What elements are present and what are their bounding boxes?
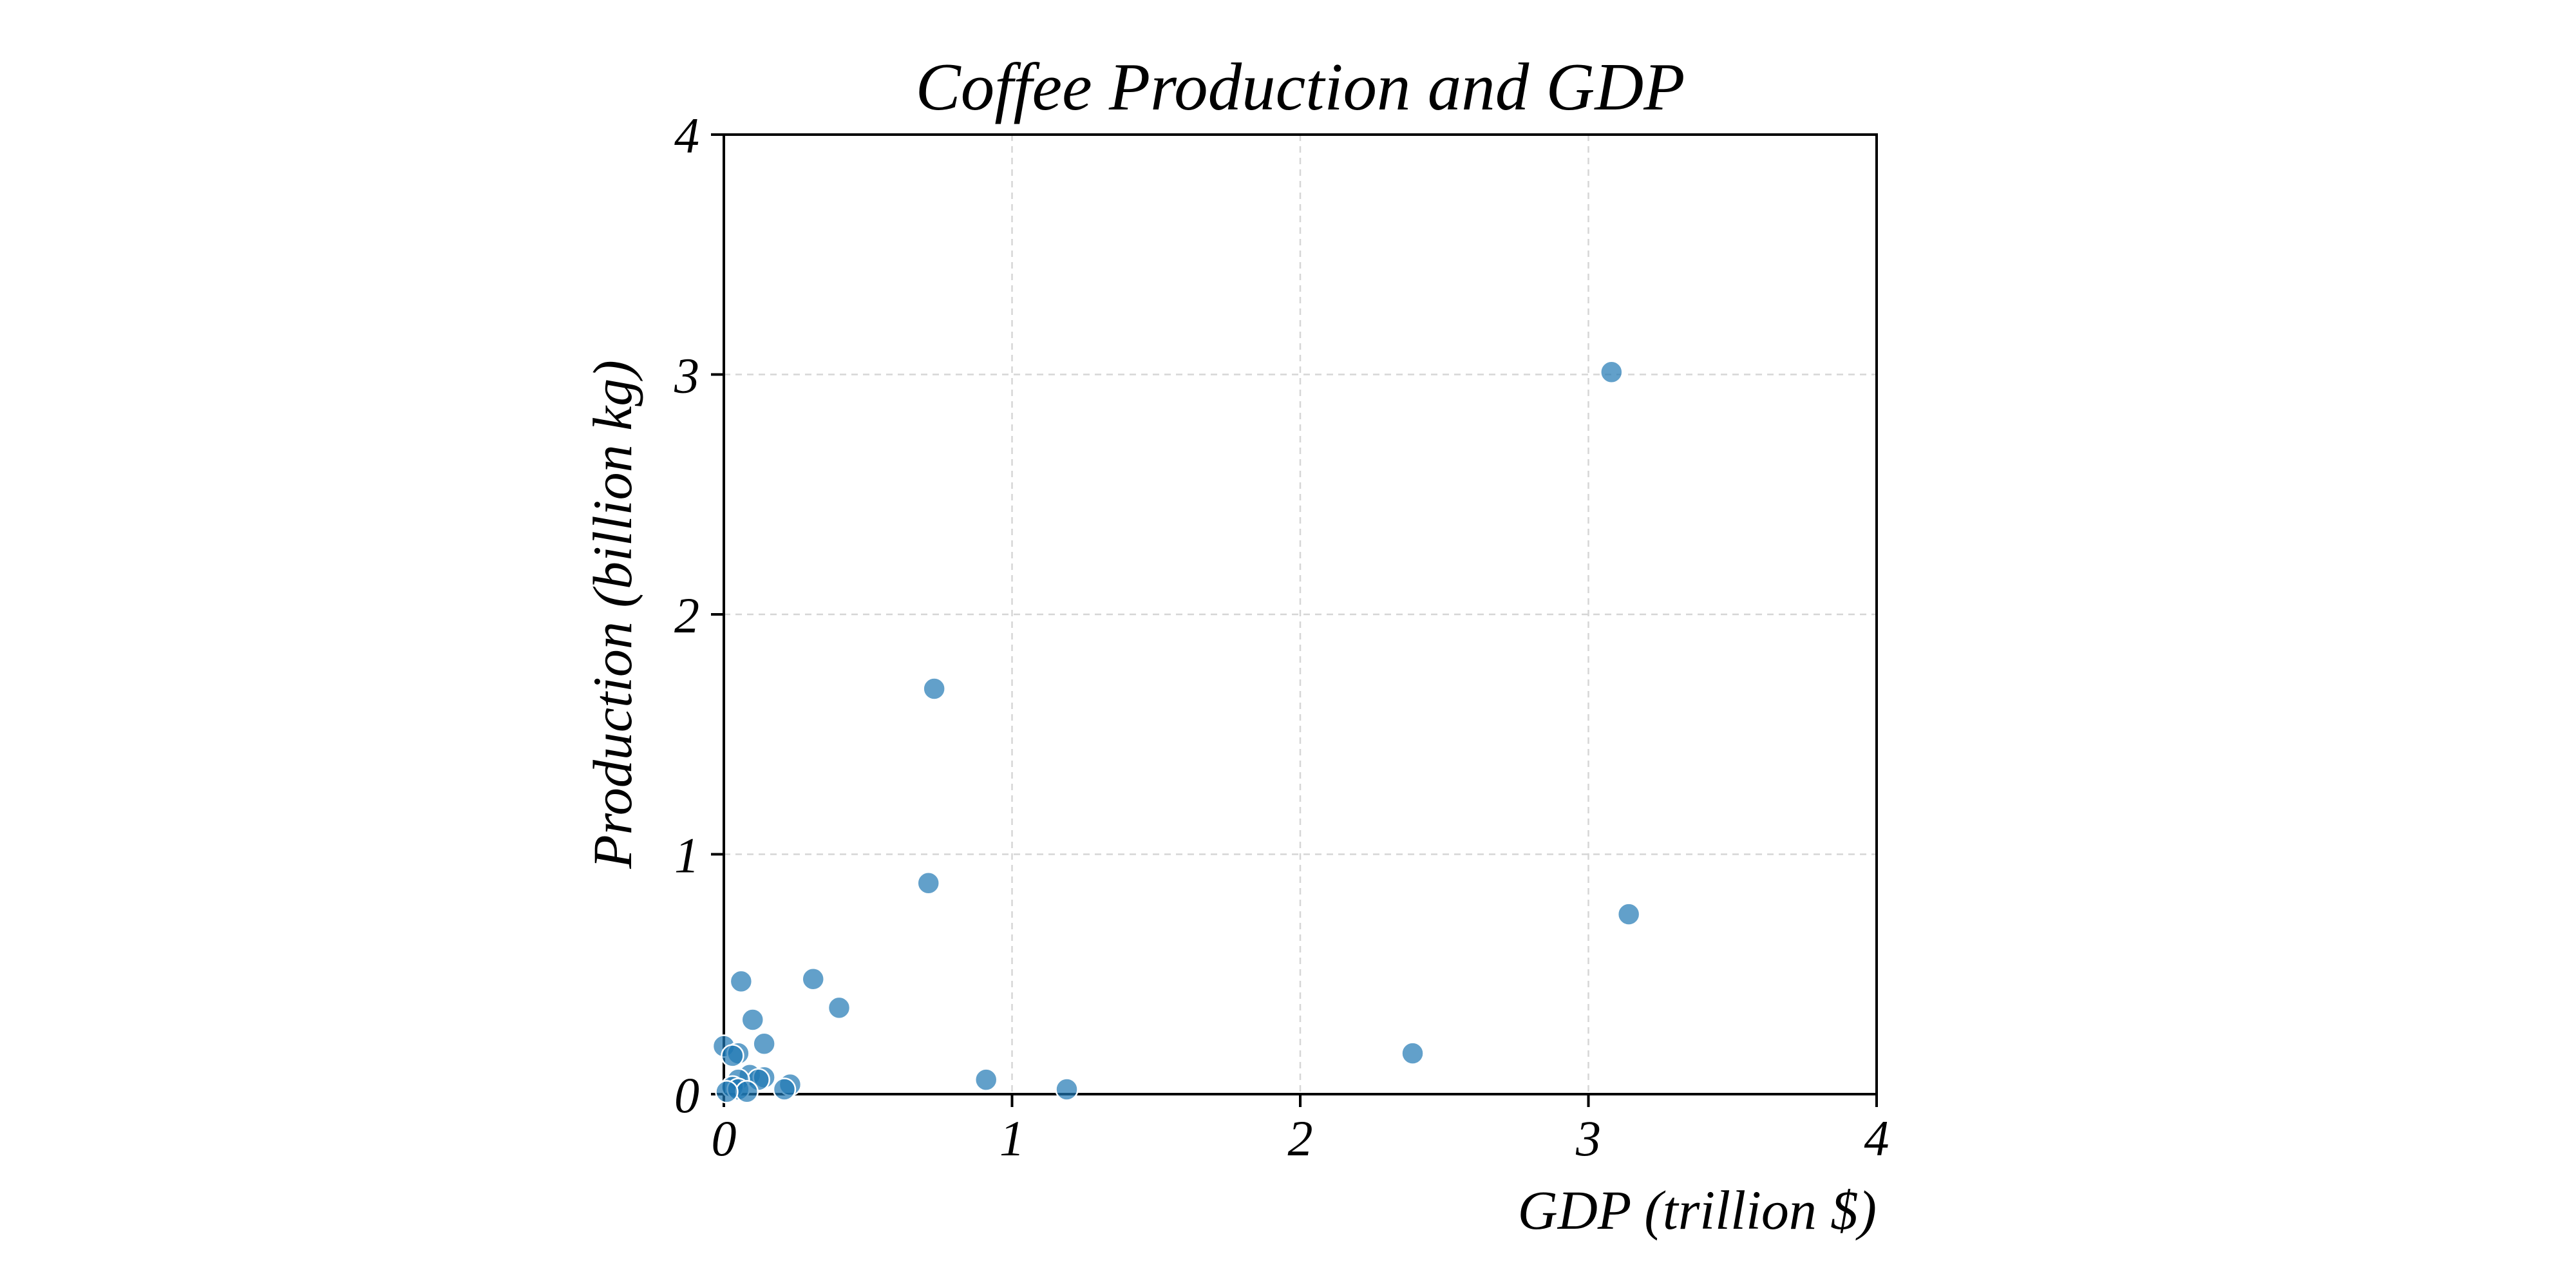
scatter-point <box>801 967 825 991</box>
scatter-point <box>715 1080 739 1104</box>
scatter-point <box>922 677 946 701</box>
scatter-point <box>1055 1077 1079 1101</box>
y-tick-label: 4 <box>674 108 699 164</box>
scatter-point <box>1616 902 1641 926</box>
points-layer <box>712 360 1641 1104</box>
x-tick-label: 2 <box>1288 1110 1313 1166</box>
y-tick-label: 2 <box>674 587 699 643</box>
chart-title: Coffee Production and GDP <box>916 49 1685 124</box>
scatter-point <box>721 1044 744 1068</box>
scatter-point <box>916 871 940 895</box>
scatter-point <box>974 1068 998 1092</box>
scatter-point <box>752 1032 776 1056</box>
y-tick-label: 0 <box>674 1067 699 1123</box>
y-axis-label: Production (billion kg) <box>582 360 643 869</box>
scatter-point <box>1401 1041 1425 1065</box>
x-tick-label: 3 <box>1575 1110 1601 1166</box>
scatter-point <box>741 1008 764 1032</box>
x-tick-label: 4 <box>1864 1110 1889 1166</box>
scatter-point <box>735 1080 759 1104</box>
x-tick-label: 0 <box>712 1110 737 1166</box>
y-tick-label: 3 <box>674 348 699 404</box>
ticks-layer: 0 1 2 3 4 0 1 2 3 4 <box>674 108 1889 1166</box>
scatter-point <box>1600 360 1624 384</box>
y-tick-label: 1 <box>674 828 699 884</box>
scatter-point <box>772 1077 797 1101</box>
x-tick-label: 1 <box>999 1110 1025 1166</box>
grid-layer <box>724 135 1877 1094</box>
scatter-point <box>729 969 753 994</box>
scatter-point <box>827 996 851 1020</box>
x-axis-label: GDP (trillion $) <box>1518 1179 1877 1241</box>
